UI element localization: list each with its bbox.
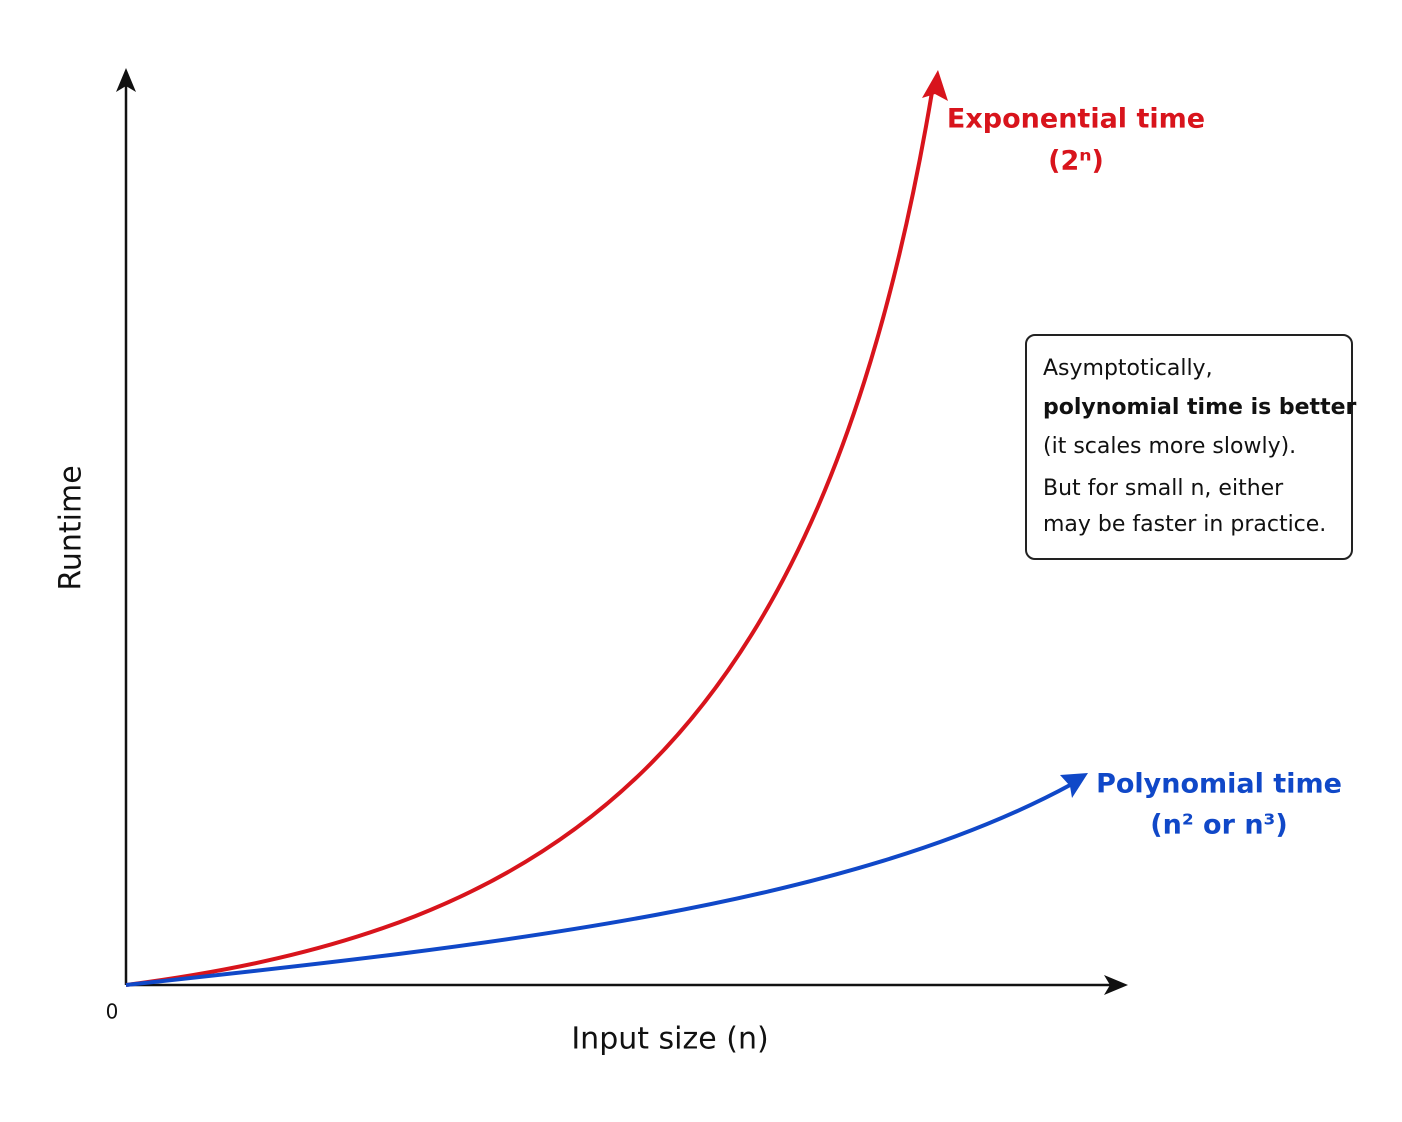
y-axis-arrow [116, 68, 136, 92]
polynomial-arrow [1060, 773, 1088, 798]
note-line: may be faster in practice. [1043, 512, 1326, 537]
exponential-curve [125, 91, 934, 987]
note-line: (it scales more slowly). [1043, 434, 1296, 459]
polynomial-label: Polynomial time [1096, 769, 1342, 800]
exponential-label: Exponential time [947, 104, 1205, 135]
polynomial-formula: (n² or n³) [1150, 810, 1287, 841]
note-line: Asymptotically, [1043, 356, 1213, 381]
x-axis-arrow [1104, 975, 1128, 995]
note-box [1025, 334, 1353, 560]
x-axis-label: Input size (n) [571, 1022, 768, 1057]
note-line-bold: polynomial time is better [1043, 395, 1357, 420]
exponential-formula: (2ⁿ) [1048, 146, 1104, 177]
y-axis-label: Runtime [54, 465, 89, 590]
exponential-arrow [922, 70, 948, 101]
polynomial-curve [125, 782, 1073, 987]
origin-label: 0 [106, 1000, 119, 1024]
note-line: But for small n, either [1043, 476, 1284, 501]
